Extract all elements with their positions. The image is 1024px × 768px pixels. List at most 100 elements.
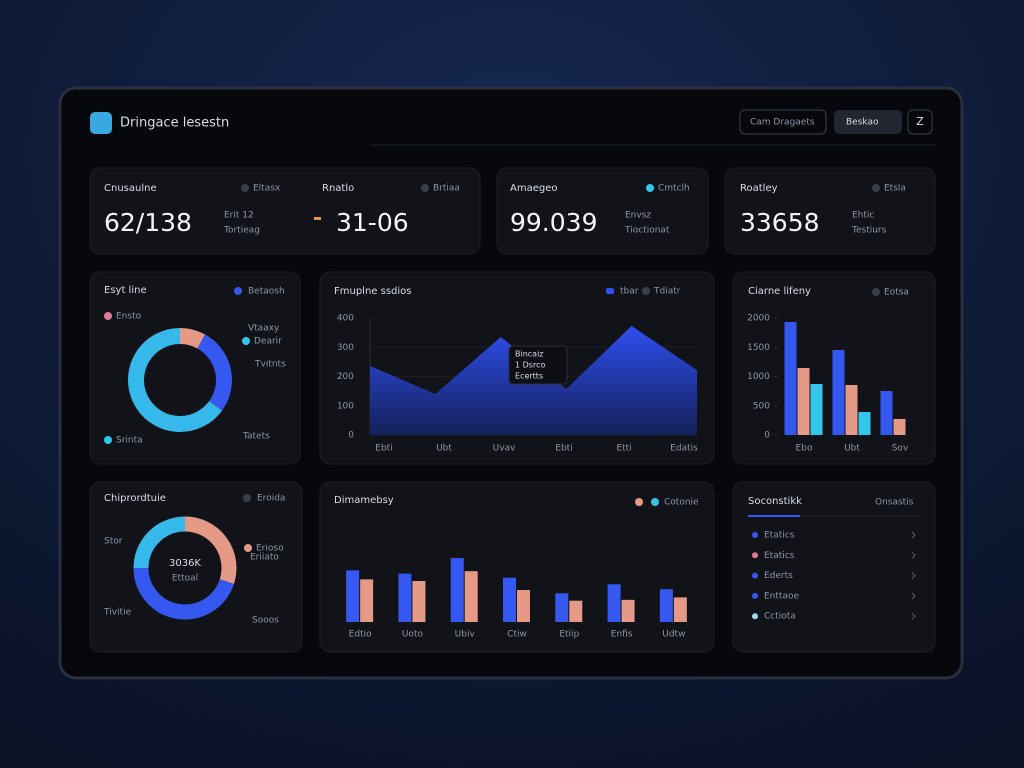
bar xyxy=(517,590,530,622)
bar xyxy=(607,584,621,622)
label: Tdiatr xyxy=(653,287,681,297)
bar xyxy=(412,581,426,622)
label: Brtiaa xyxy=(433,184,460,194)
button-label[interactable]: Beskao xyxy=(846,118,879,128)
bar xyxy=(360,579,374,622)
label: Chiprordtuie xyxy=(104,493,166,504)
button-label[interactable]: Z xyxy=(916,115,924,128)
label: 99.039 xyxy=(510,208,597,237)
label: Uoto xyxy=(402,630,424,640)
label: Srinta xyxy=(116,436,143,446)
legend-dot xyxy=(635,498,643,506)
chevron xyxy=(911,592,916,600)
legend-dot xyxy=(104,312,112,320)
label: Eltasx xyxy=(253,184,281,194)
card xyxy=(319,481,715,653)
item-dot xyxy=(752,532,758,538)
item-dot xyxy=(752,552,758,559)
bar xyxy=(555,593,569,622)
label: Esyt line xyxy=(104,285,147,296)
label: Erioso xyxy=(256,544,284,554)
bar xyxy=(464,571,478,622)
label: tbar xyxy=(620,287,639,297)
label: Tortieag xyxy=(223,226,260,236)
label: Stor xyxy=(104,537,123,547)
label: Udtw xyxy=(662,630,685,640)
label: Sooos xyxy=(252,616,279,626)
button[interactable] xyxy=(834,110,902,134)
legend-dot xyxy=(243,494,251,502)
label: Testiurs xyxy=(851,226,887,236)
label: Envsz xyxy=(625,211,651,221)
label: Ubiv xyxy=(455,630,476,640)
legend-dot xyxy=(244,544,252,552)
bar xyxy=(659,589,673,622)
chevron xyxy=(911,572,916,579)
label: 3036K xyxy=(169,558,201,569)
label: Vtaaxy xyxy=(248,324,280,334)
label: Eriiato xyxy=(250,553,279,563)
label: 0 xyxy=(348,431,354,441)
label: Ecertts xyxy=(515,372,543,381)
bar xyxy=(621,599,635,622)
label: Etiip xyxy=(559,630,579,640)
button[interactable] xyxy=(907,109,933,135)
label: 300 xyxy=(337,343,354,353)
label: Erit 12 xyxy=(224,211,254,221)
label: Ettoal xyxy=(172,574,198,584)
legend-dot xyxy=(651,498,659,506)
label: Ctiw xyxy=(507,630,527,640)
chevron xyxy=(911,612,916,620)
label: Ederts xyxy=(764,571,793,581)
accent xyxy=(314,217,321,220)
label: 100 xyxy=(337,401,354,411)
legend-dot xyxy=(242,337,250,345)
label: Dimamebsy xyxy=(334,495,394,506)
label: 0 xyxy=(764,431,770,441)
label: Etsla xyxy=(884,184,906,194)
legend-dot xyxy=(642,287,650,295)
bar xyxy=(503,577,516,622)
label: Ensto xyxy=(116,312,142,322)
label: Onsastis xyxy=(875,498,914,508)
label: Cnusaulne xyxy=(104,183,157,194)
label: Tivitie xyxy=(103,608,132,618)
card xyxy=(732,481,936,653)
bar xyxy=(810,383,823,435)
item-dot xyxy=(752,613,758,620)
label: 62/138 xyxy=(104,208,192,237)
label: Tatets xyxy=(242,432,270,442)
legend-dot xyxy=(646,184,654,192)
label: 200 xyxy=(337,372,354,382)
legend-dot xyxy=(872,288,880,296)
donut-segment xyxy=(184,516,237,584)
label: Ubt xyxy=(844,444,860,454)
bar xyxy=(893,418,906,435)
donut-segment xyxy=(128,328,223,432)
button-label[interactable]: Cam Dragaets xyxy=(750,118,815,128)
label: Uvav xyxy=(493,444,516,454)
label: Fmuplne ssdios xyxy=(334,286,412,297)
donut-segment xyxy=(196,334,232,411)
label: Soconstikk xyxy=(748,496,802,507)
label: 1000 xyxy=(747,372,770,382)
button[interactable] xyxy=(739,109,827,135)
brand: Dringace lesestn xyxy=(120,116,229,131)
bar xyxy=(673,597,687,622)
label: Enfis xyxy=(611,630,633,640)
bar xyxy=(450,558,464,622)
label: 400 xyxy=(337,314,354,324)
card xyxy=(89,481,303,653)
label: Etatics xyxy=(764,531,795,541)
label: Amaegeo xyxy=(510,183,557,194)
chevron xyxy=(911,551,916,559)
legend-swatch xyxy=(606,288,614,294)
item-dot xyxy=(752,592,758,599)
label: Enttaoe xyxy=(764,591,799,601)
label: Edtio xyxy=(349,630,372,640)
donut-segment xyxy=(133,567,234,620)
label: Etatics xyxy=(764,551,795,561)
chevron xyxy=(911,531,916,539)
